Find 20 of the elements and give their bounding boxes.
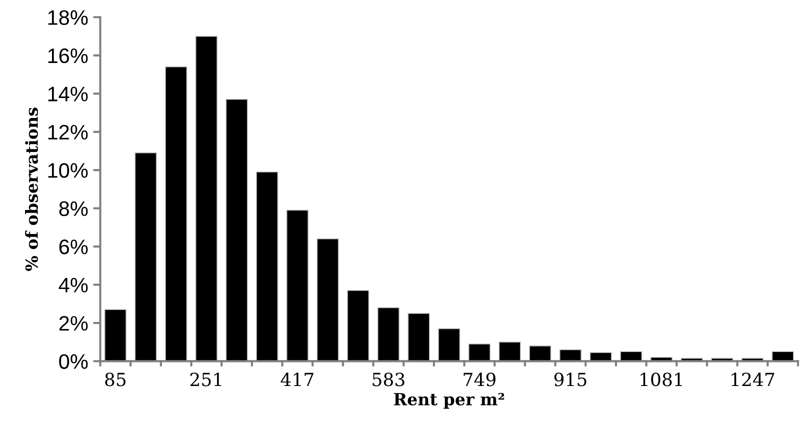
y-tick-label: 4% [58,278,88,292]
y-tick-label: 8% [59,201,88,216]
y-axis-title: % of observations [25,108,38,271]
x-tick-label: 251 [190,372,222,386]
y-tick-label: 6% [59,240,88,254]
x-tick-label: 1247 [732,372,774,386]
y-tick-label: 2% [59,316,88,331]
y-tick-label: 16% [48,48,88,64]
x-tick-label: 583 [372,372,404,386]
y-tick-label: 12% [48,124,88,140]
y-tick-label: 14% [48,86,88,102]
x-tick-label: 417 [280,372,314,386]
x-tick-label: 915 [554,372,586,386]
y-tick-label: 10% [48,163,88,178]
y-tick-label: 18% [48,10,88,25]
y-tick-label: 0% [59,354,88,369]
x-axis-title: Rent per m² [394,392,504,409]
x-tick-label: 1081 [640,372,682,386]
x-tick-label: 85 [105,372,126,386]
x-tick-label: 749 [464,372,496,386]
